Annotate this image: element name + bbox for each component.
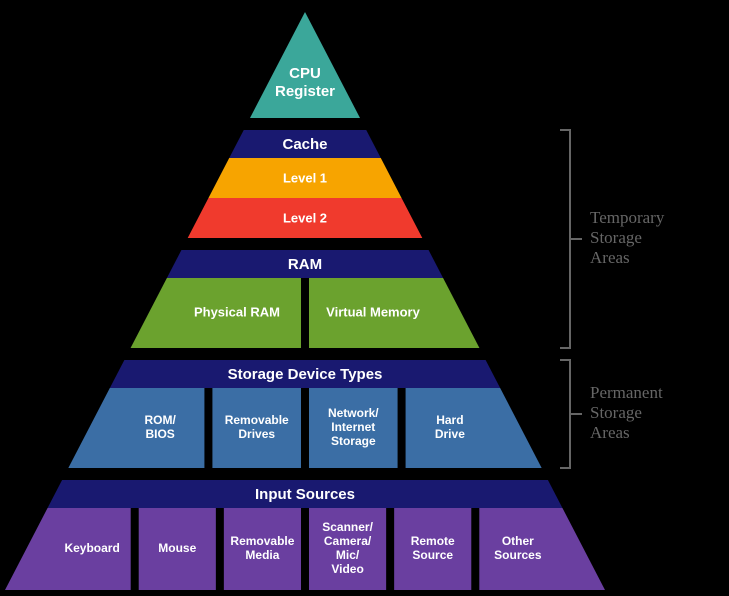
tier-ram-sep-1 xyxy=(301,278,309,348)
tier-input-sep-1 xyxy=(131,508,139,590)
svg-text:PermanentStorageAreas: PermanentStorageAreas xyxy=(590,383,663,442)
svg-text:Cache: Cache xyxy=(282,136,327,153)
tier-input-sep-5 xyxy=(471,508,479,590)
bracket-temporary: TemporaryStorageAreas xyxy=(560,130,665,348)
svg-text:Storage Device Types: Storage Device Types xyxy=(228,366,383,383)
tier-input-sep-3 xyxy=(301,508,309,590)
tier-storage-sep-3 xyxy=(398,388,406,468)
tier-storage-sep-2 xyxy=(301,388,309,468)
svg-text:Physical RAM: Physical RAM xyxy=(194,304,280,319)
svg-text:RAM: RAM xyxy=(288,256,322,273)
svg-text:Mouse: Mouse xyxy=(158,541,196,555)
tier-input-sep-4 xyxy=(386,508,394,590)
svg-text:RemoteSource: RemoteSource xyxy=(411,534,455,562)
svg-text:Keyboard: Keyboard xyxy=(64,541,119,555)
svg-text:Input Sources: Input Sources xyxy=(255,486,355,503)
tier-storage-sep-1 xyxy=(204,388,212,468)
svg-text:HardDrive: HardDrive xyxy=(435,413,465,441)
tier-input-sep-2 xyxy=(216,508,224,590)
svg-text:TemporaryStorageAreas: TemporaryStorageAreas xyxy=(590,208,665,267)
svg-text:Level 2: Level 2 xyxy=(283,210,327,225)
bracket-permanent: PermanentStorageAreas xyxy=(560,360,663,468)
svg-text:Level 1: Level 1 xyxy=(283,170,327,185)
svg-text:ROM/BIOS: ROM/BIOS xyxy=(144,413,176,441)
svg-text:Virtual Memory: Virtual Memory xyxy=(326,304,420,319)
svg-text:Network/InternetStorage: Network/InternetStorage xyxy=(328,406,379,448)
